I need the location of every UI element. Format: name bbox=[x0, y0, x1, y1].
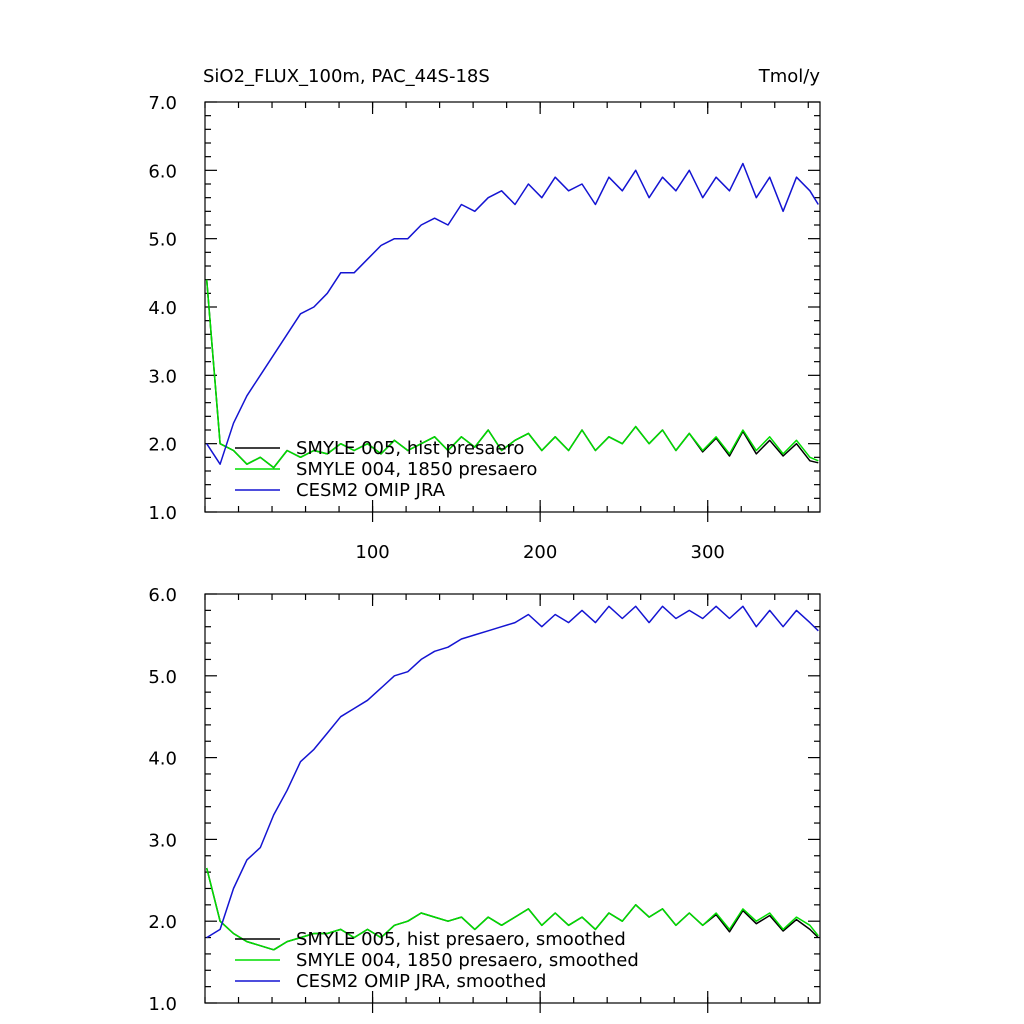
y-tick-label: 1.0 bbox=[148, 994, 177, 1015]
y-tick-label: 2.0 bbox=[148, 435, 177, 456]
plot-frame bbox=[204, 593, 821, 1004]
legend-label: CESM2 OMIP JRA, smoothed bbox=[296, 971, 546, 992]
series-line bbox=[206, 605, 819, 939]
x-tick-label: 300 bbox=[691, 542, 725, 563]
y-tick-label: 5.0 bbox=[148, 230, 177, 251]
y-tick-label: 1.0 bbox=[148, 503, 177, 524]
legend-label: SMYLE 005, hist presaero bbox=[296, 438, 524, 459]
y-tick-label: 5.0 bbox=[148, 667, 177, 688]
x-tick-label: 100 bbox=[355, 542, 389, 563]
legend-label: SMYLE 004, 1850 presaero bbox=[296, 459, 537, 480]
y-tick-label: 3.0 bbox=[148, 366, 177, 387]
series-line bbox=[205, 867, 819, 951]
series-line bbox=[205, 279, 819, 469]
units-label: Tmol/y bbox=[758, 66, 821, 87]
y-tick-label: 2.0 bbox=[148, 912, 177, 933]
y-tick-label: 3.0 bbox=[148, 830, 177, 851]
legend-label: CESM2 OMIP JRA bbox=[296, 480, 446, 501]
y-tick-label: 7.0 bbox=[148, 93, 177, 114]
y-tick-label: 4.0 bbox=[148, 298, 177, 319]
y-tick-label: 4.0 bbox=[148, 749, 177, 770]
y-tick-label: 6.0 bbox=[148, 161, 177, 182]
legend-label: SMYLE 004, 1850 presaero, smoothed bbox=[296, 950, 639, 971]
legend-label: SMYLE 005, hist presaero, smoothed bbox=[296, 929, 626, 950]
y-tick-label: 6.0 bbox=[148, 585, 177, 606]
series-line bbox=[206, 162, 819, 465]
x-tick-label: 200 bbox=[523, 542, 557, 563]
chart-title: SiO2_FLUX_100m, PAC_44S-18S bbox=[203, 66, 490, 87]
